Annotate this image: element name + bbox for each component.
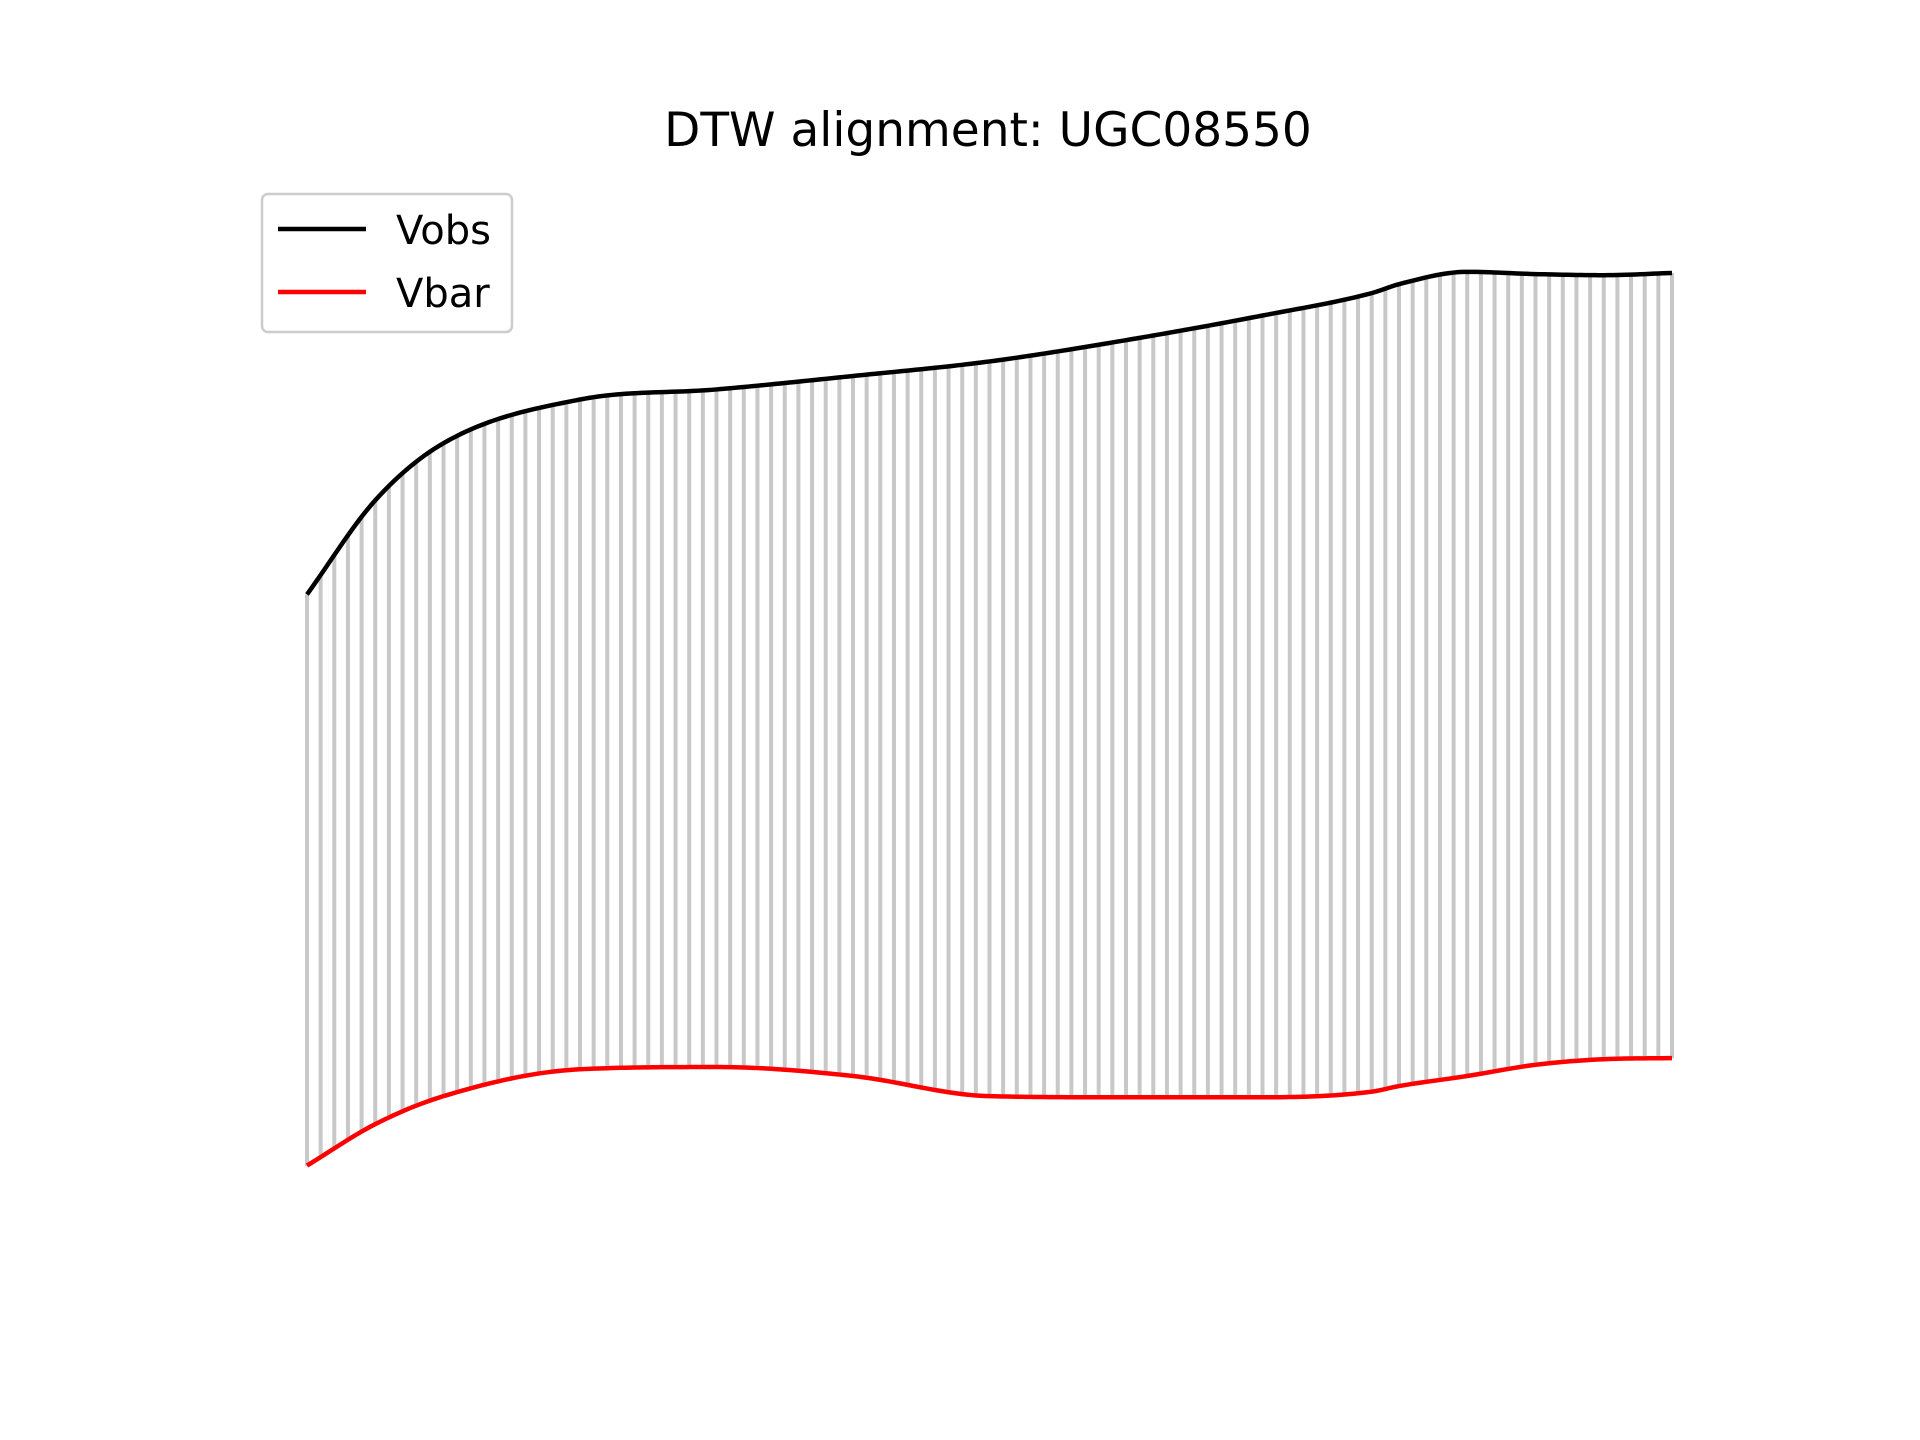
chart-title: DTW alignment: UGC08550 <box>664 103 1312 158</box>
series-line-vbar <box>305 1055 1673 1168</box>
legend-label-vobs: Vobs <box>396 208 491 254</box>
legend: Vobs Vbar <box>260 192 514 334</box>
series-line-vobs <box>305 269 1673 596</box>
series-lines <box>305 269 1673 1168</box>
alignment-connections <box>305 271 1674 1166</box>
plot-area <box>305 269 1674 1168</box>
legend-label-vbar: Vbar <box>396 271 490 317</box>
